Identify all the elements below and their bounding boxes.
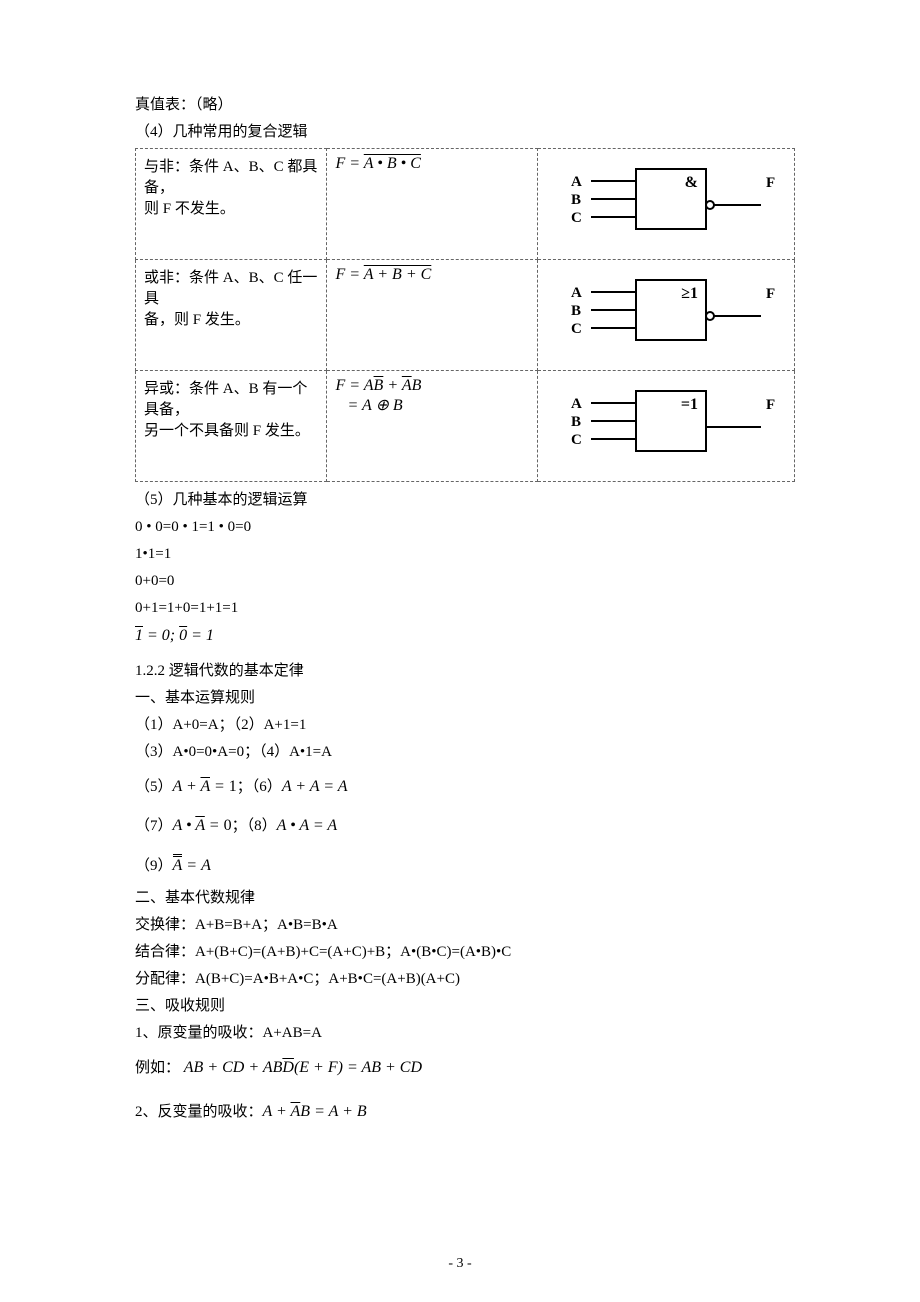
table-row: 或非：条件 A、B、C 任一具备，则 F 发生。F = A + B + C ≥1 A… <box>136 260 795 371</box>
rule-line: （3）A•0=0•A=0；（4）A•1=A <box>135 740 795 764</box>
logic-gate-table: 与非：条件 A、B、C 都具备，则 F 不发生。F = A • B • C&AB… <box>135 148 795 482</box>
svg-text:C: C <box>571 432 582 448</box>
rule-7-8: （7）A • A = 0；（8）A • A = A <box>135 813 795 839</box>
gate-description: 异或：条件 A、B 有一个具备，另一个不具备则 F 发生。 <box>136 371 327 482</box>
gate-formula: F = A • B • C <box>327 149 538 260</box>
svg-text:B: B <box>571 414 581 430</box>
law-commute: 交换律：A+B=B+A；A•B=B•A <box>135 913 795 937</box>
gate-formula: F = AB + AB = A ⊕ B <box>327 371 538 482</box>
example-formula: AB + CD + ABD(E + F) = AB + CD <box>184 1060 422 1076</box>
svg-text:B: B <box>571 192 581 208</box>
svg-text:F: F <box>766 397 775 413</box>
svg-text:F: F <box>766 175 775 191</box>
gate-description: 或非：条件 A、B、C 任一具备，则 F 发生。 <box>136 260 327 371</box>
svg-text:A: A <box>571 174 582 190</box>
svg-text:=1: =1 <box>681 396 698 413</box>
svg-text:&: & <box>685 174 698 191</box>
law-dist: 分配律：A(B+C)=A•B+A•C；A+B•C=(A+B)(A+C) <box>135 967 795 991</box>
gate-svg: ≥1 ABC F <box>556 270 786 360</box>
svg-text:≥1: ≥1 <box>681 285 698 302</box>
rule-9: （9）A = A <box>135 853 795 879</box>
rule-5-6: （5）A + A = 1；（6）A + A = A <box>135 774 795 800</box>
calc-line: 0+1=1+0=1+1=1 <box>135 596 795 620</box>
svg-text:A: A <box>571 396 582 412</box>
example-line: 例如： AB + CD + ABD(E + F) = AB + CD <box>135 1055 795 1081</box>
gate-formula: F = A + B + C <box>327 260 538 371</box>
example-label: 例如： <box>135 1060 180 1076</box>
table-row: 与非：条件 A、B、C 都具备，则 F 不发生。F = A • B • C & AB… <box>136 149 795 260</box>
table-row: 异或：条件 A、B 有一个具备，另一个不具备则 F 发生。F = AB + AB… <box>136 371 795 482</box>
svg-text:F: F <box>766 286 775 302</box>
section-5-title: （5）几种基本的逻辑运算 <box>135 488 795 512</box>
law-assoc: 结合律：A+(B+C)=(A+B)+C=(A+C)+B；A•(B•C)=(A•B… <box>135 940 795 964</box>
gate-svg: & ABC F <box>556 159 786 249</box>
section-4-title: （4）几种常用的复合逻辑 <box>135 120 795 144</box>
svg-text:C: C <box>571 321 582 337</box>
calc-line: 1•1=1 <box>135 542 795 566</box>
svg-text:B: B <box>571 303 581 319</box>
truth-table-note: 真值表：（略） <box>135 93 795 117</box>
gate-description: 与非：条件 A、B、C 都具备，则 F 不发生。 <box>136 149 327 260</box>
svg-text:C: C <box>571 210 582 226</box>
svg-text:A: A <box>571 285 582 301</box>
calc-line: 0+0=0 <box>135 569 795 593</box>
gate-svg: =1 ABC F <box>556 381 786 471</box>
absorb-2: 2、反变量的吸收：A + AB = A + B <box>135 1099 795 1125</box>
gate-diagram: & ABC F <box>538 149 795 260</box>
gate-diagram: =1 ABC F <box>538 371 795 482</box>
sub1-title: 一、基本运算规则 <box>135 686 795 710</box>
page-number: - 3 - <box>0 1256 920 1272</box>
calc-line-overline: 1 = 0; 0 = 1 <box>135 623 795 649</box>
section-122-title: 1.2.2 逻辑代数的基本定律 <box>135 659 795 683</box>
calc-line: 0 • 0=0 • 1=1 • 0=0 <box>135 515 795 539</box>
rule-line: （1）A+0=A；（2）A+1=1 <box>135 713 795 737</box>
sub3-title: 三、吸收规则 <box>135 994 795 1018</box>
sub2-title: 二、基本代数规律 <box>135 886 795 910</box>
absorb-1: 1、原变量的吸收：A+AB=A <box>135 1021 795 1045</box>
gate-diagram: ≥1 ABC F <box>538 260 795 371</box>
